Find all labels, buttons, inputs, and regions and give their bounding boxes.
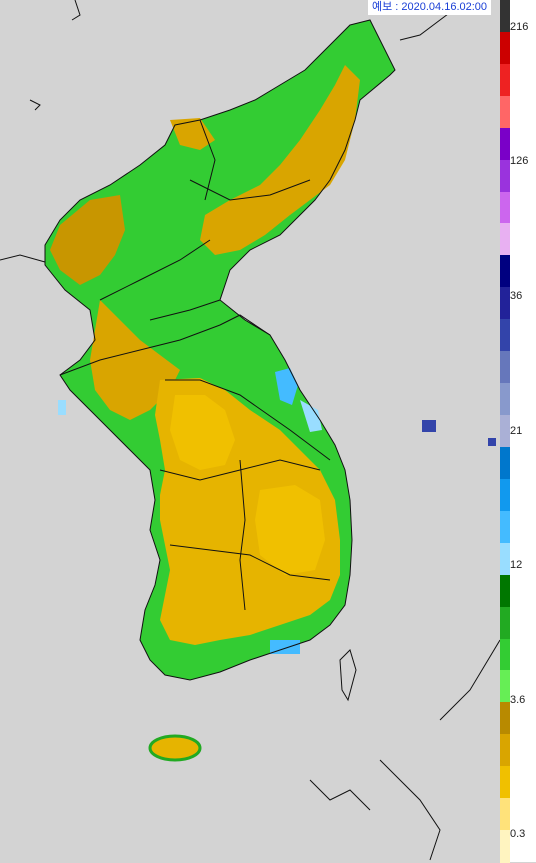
legend-swatch [500, 31, 510, 65]
legend-swatch [500, 446, 510, 480]
legend-swatch [500, 287, 510, 321]
land-south-light-2 [255, 485, 325, 575]
legend-swatch [500, 766, 510, 800]
legend-swatch [500, 702, 510, 736]
legend-tick-216: 216 [510, 21, 529, 33]
legend-swatch [500, 415, 510, 448]
legend-tick-21: 21 [510, 425, 523, 437]
legend-tick-126: 126 [510, 155, 529, 167]
legend-color-ramp [500, 0, 510, 863]
legend-swatch [500, 574, 510, 608]
legend-swatch [500, 127, 510, 161]
legend-swatch [500, 351, 510, 385]
legend-swatch [500, 670, 510, 704]
precipitation-legend: 216 126 36 21 12 3.6 0.3 [500, 0, 536, 863]
legend-swatch [500, 255, 510, 289]
east-coast-blue-2 [300, 400, 322, 432]
legend-tick-3-6: 3.6 [510, 694, 526, 706]
land-north-yellow-1 [200, 65, 360, 255]
east-coast-blue [275, 368, 298, 405]
legend-swatch [500, 638, 510, 672]
legend-tick-36: 36 [510, 290, 523, 302]
legend-swatch [500, 159, 510, 193]
land-mid-yellow [90, 300, 180, 420]
legend-swatch [500, 606, 510, 640]
sea-cell-2 [488, 438, 496, 446]
legend-swatch [500, 63, 510, 97]
legend-swatch [500, 830, 510, 863]
legend-swatch [500, 542, 510, 576]
land-south-light [170, 395, 235, 470]
forecast-time-label: 예보 : 2020.04.16.02:00 [368, 0, 492, 15]
precipitation-map [0, 0, 500, 862]
borders [59, 119, 331, 611]
legend-swatch [500, 510, 510, 544]
legend-tick-12: 12 [510, 559, 523, 571]
legend-swatch [500, 319, 510, 353]
legend-swatch [500, 734, 510, 768]
legend-swatch [500, 95, 510, 129]
legend-tick-0-3: 0.3 [510, 828, 526, 840]
legend-swatch [500, 478, 510, 512]
land-north-yellow-2 [50, 195, 125, 285]
legend-swatch [500, 0, 510, 33]
legend-swatch [500, 191, 510, 225]
legend-swatch [500, 798, 510, 832]
legend-swatch [500, 383, 510, 417]
sea-cell-1 [422, 420, 436, 432]
land-north-yellow-3 [170, 118, 215, 150]
legend-swatch [500, 223, 510, 257]
west-coast-blue [58, 400, 66, 415]
jeju-island [148, 734, 202, 762]
